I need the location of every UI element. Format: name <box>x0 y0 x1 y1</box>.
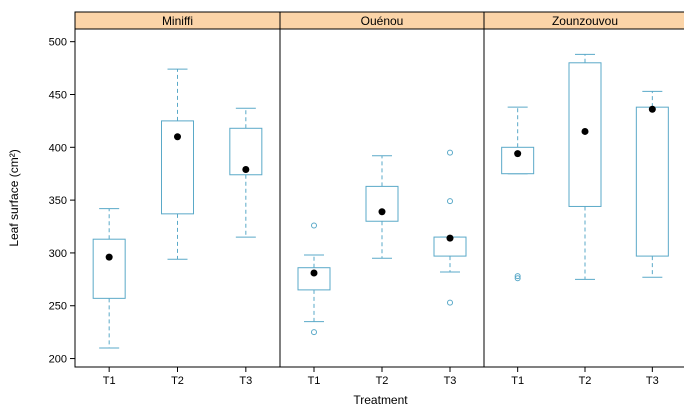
y-tick-label: 500 <box>49 37 67 49</box>
x-axis-title: Treatment <box>353 393 408 407</box>
y-tick-label: 400 <box>49 142 67 154</box>
median-point <box>174 133 181 141</box>
box-t2 <box>161 68 194 260</box>
x-tick-label: T3 <box>646 375 659 387</box>
box-t1 <box>501 106 535 282</box>
x-axis: T1 T2 T3 T1 T2 T3 T1 T2 T3 <box>103 367 659 387</box>
y-tick-label: 350 <box>49 195 67 207</box>
box-body <box>635 106 669 257</box>
panel-strip-label: Ouénou <box>361 14 404 28</box>
x-tick-label: T1 <box>511 375 524 387</box>
box-t1 <box>92 208 126 349</box>
x-tick-label: T2 <box>171 375 184 387</box>
median-point <box>105 253 113 261</box>
outlier-point <box>447 198 453 205</box>
median-point <box>242 165 250 173</box>
box-t1 <box>297 222 331 336</box>
median-point <box>310 269 318 277</box>
median-point <box>581 127 589 135</box>
panel-2 <box>483 28 684 368</box>
box-body <box>92 238 126 299</box>
box-t2 <box>365 155 399 259</box>
x-tick-label: T3 <box>444 375 457 387</box>
box-t3 <box>433 149 467 306</box>
panels <box>74 28 684 368</box>
panel-strip-label: Zounzouvou <box>552 14 618 28</box>
box-t3 <box>229 107 263 238</box>
y-tick-label: 200 <box>49 354 67 366</box>
box-body <box>297 267 331 291</box>
panel-0 <box>74 28 281 368</box>
outlier-point <box>514 273 521 280</box>
y-tick-label: 250 <box>49 301 67 313</box>
outlier-point <box>514 275 521 282</box>
panel-strips: Miniffi Ouénou Zounzouvou <box>74 11 684 30</box>
outlier-point <box>311 329 317 336</box>
median-point <box>514 150 522 158</box>
box-body <box>365 185 399 222</box>
x-tick-label: T1 <box>103 375 116 387</box>
outlier-point <box>447 149 453 156</box>
median-point <box>378 208 386 216</box>
median-point <box>446 234 454 242</box>
x-tick-label: T1 <box>308 375 321 387</box>
outlier-point <box>311 222 317 229</box>
median-point <box>648 105 656 113</box>
y-axis-title: Leaf surface (cm²) <box>7 149 21 246</box>
panel-1 <box>279 28 485 368</box>
x-tick-label: T2 <box>579 375 592 387</box>
panel-strip-label: Miniffi <box>162 14 193 28</box>
x-tick-label: T2 <box>376 375 389 387</box>
outlier-point <box>447 299 453 306</box>
box-t3 <box>635 90 669 278</box>
y-axis: 200 250 300 350 400 450 500 <box>49 37 75 366</box>
y-tick-label: 450 <box>49 89 67 101</box>
box-t2 <box>568 53 602 280</box>
x-tick-label: T3 <box>239 375 252 387</box>
y-tick-label: 300 <box>49 248 67 260</box>
